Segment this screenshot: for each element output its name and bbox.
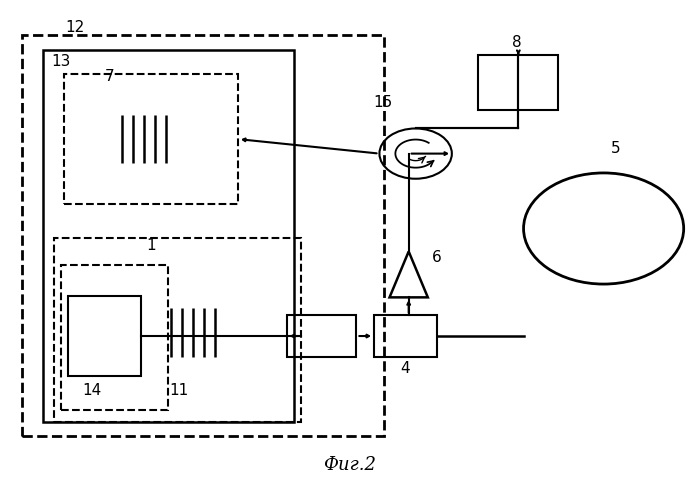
Text: 15: 15 xyxy=(373,95,393,110)
Bar xyxy=(61,265,168,410)
Text: 5: 5 xyxy=(611,141,620,156)
Bar xyxy=(287,315,356,357)
Text: 8: 8 xyxy=(512,35,521,50)
Bar xyxy=(54,238,301,422)
Text: 14: 14 xyxy=(82,383,101,398)
Text: 4: 4 xyxy=(401,361,410,376)
Text: 6: 6 xyxy=(432,250,441,265)
Text: 12: 12 xyxy=(65,20,84,35)
Text: 1: 1 xyxy=(146,238,156,253)
Bar xyxy=(68,296,140,376)
Text: Фиг.2: Фиг.2 xyxy=(323,456,376,474)
Bar xyxy=(478,54,559,110)
Text: 11: 11 xyxy=(169,383,189,398)
Bar xyxy=(374,315,437,357)
Bar xyxy=(22,35,384,436)
Bar xyxy=(64,74,238,204)
Text: 13: 13 xyxy=(51,54,71,69)
Bar xyxy=(43,50,294,422)
Text: 7: 7 xyxy=(104,69,114,84)
